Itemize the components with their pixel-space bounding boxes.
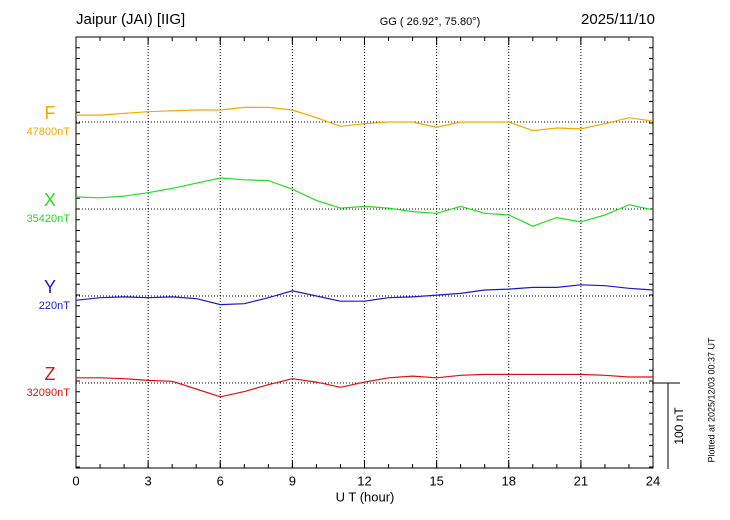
baseline-label: 35420nT [27,213,71,225]
baseline-label: 47800nT [27,126,71,138]
x-tick-label: 0 [72,473,79,488]
baseline-label: 32090nT [27,387,71,399]
chart-date: 2025/11/10 [581,11,655,28]
chart-title: Jaipur (JAI) [IIG] [76,11,185,28]
series-line [75,284,654,306]
footnote: Plotted at 2025/12/03 00:37 UT [706,337,716,463]
legend-label: Y [44,277,56,297]
legend-label: Z [45,364,56,384]
chart-subtitle: GG ( 26.92°, 75.80°) [380,16,481,28]
x-axis-label: U T (hour) [336,489,395,504]
legend-label: F [45,103,56,123]
x-tick-label: 12 [357,473,371,488]
series-line [76,373,653,398]
series-line [76,106,654,132]
scale-bar-label: 100 nT [672,407,686,445]
x-tick-label: 21 [574,473,588,488]
x-tick-label: 6 [217,473,224,488]
x-tick-label: 9 [289,473,296,488]
baseline-label: 220nT [39,300,70,312]
x-tick-label: 3 [145,473,152,488]
series-line [75,177,654,227]
x-tick-label: 15 [429,473,443,488]
x-tick-label: 18 [502,473,516,488]
x-tick-label: 24 [646,473,660,488]
legend-label: X [44,190,56,210]
